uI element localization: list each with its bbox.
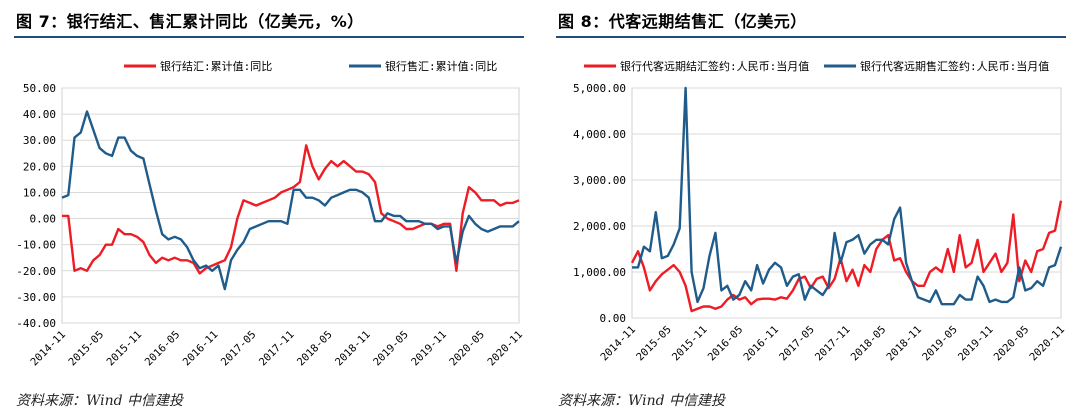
- x-tick-label: 2017-05: [219, 329, 259, 369]
- x-tick-label: 2017-11: [813, 324, 853, 364]
- legend-label: 银行代客远期售汇签约:人民币:当月值: [860, 59, 1049, 73]
- y-tick-label: 3,000.00: [573, 174, 626, 187]
- x-tick-label: 2019-11: [409, 329, 449, 369]
- x-tick-label: 2019-11: [956, 324, 996, 364]
- x-tick-label: 2015-05: [66, 329, 106, 369]
- y-tick-label: 10.00: [23, 186, 56, 199]
- x-tick-label: 2014-11: [598, 324, 638, 364]
- y-tick-label: -40.00: [16, 317, 56, 330]
- x-tick-label: 2016-11: [181, 329, 221, 369]
- legend-label: 银行售汇:累计值:同比: [385, 59, 497, 73]
- title-rule: [556, 36, 1066, 38]
- y-tick-label: 30.00: [23, 134, 56, 147]
- x-tick-label: 2019-05: [371, 329, 411, 369]
- chart-panel-right: 图 8：代客远期结售汇（亿美元） 银行代客远期结汇签约:人民币:当月值 银行代客远…: [556, 0, 1078, 414]
- y-tick-label: 4,000.00: [573, 128, 626, 141]
- x-tick-label: 2020-05: [447, 329, 487, 369]
- x-tick-label: 2020-11: [1027, 324, 1067, 364]
- x-tick-label: 2017-11: [257, 329, 297, 369]
- y-tick-label: -10.00: [16, 239, 56, 252]
- y-tick-label: 0.00: [600, 312, 627, 325]
- x-tick-label: 2015-11: [670, 324, 710, 364]
- series-line: [630, 200, 1063, 313]
- y-tick-label: 2,000.00: [573, 220, 626, 233]
- series-line: [632, 86, 1063, 306]
- legend-label: 银行结汇:累计值:同比: [160, 59, 272, 73]
- legend-label: 银行代客远期结汇签约:人民币:当月值: [620, 59, 809, 73]
- y-tick-label: 0.00: [30, 213, 57, 226]
- x-tick-label: 2016-05: [706, 324, 746, 364]
- chart-left: 银行结汇:累计值:同比 银行售汇:累计值:同比 50.00 40.00 30.00 20.…: [16, 59, 525, 369]
- x-tick-label: 2016-11: [741, 324, 781, 364]
- series-line: [62, 144, 520, 275]
- chart-title: 图 8：代客远期结售汇（亿美元）: [558, 12, 807, 31]
- y-tick-label: 1,000.00: [573, 266, 626, 279]
- chart-right: 银行代客远期结汇签约:人民币:当月值 银行代客远期售汇签约:人民币:当月值 5,00…: [573, 59, 1067, 364]
- x-tick-label: 2015-11: [105, 329, 145, 369]
- y-tick-label: -30.00: [16, 291, 56, 304]
- chart-panel-left: 图 7：银行结汇、售汇累计同比（亿美元，%） 银行结汇:累计值:同比 银行售汇:累…: [14, 0, 536, 414]
- x-tick-label: 2018-11: [333, 329, 373, 369]
- series-line: [61, 110, 520, 291]
- chart-title: 图 7：银行结汇、售汇累计同比（亿美元，%）: [16, 12, 364, 31]
- y-tick-label: 5,000.00: [573, 82, 626, 95]
- source-note: 资料来源：Wind 中信建投: [558, 393, 726, 409]
- x-tick-label: 2020-05: [992, 324, 1032, 364]
- y-tick-label: 50.00: [23, 82, 56, 95]
- x-tick-label: 2018-11: [884, 324, 924, 364]
- x-tick-label: 2020-11: [485, 329, 525, 369]
- y-tick-label: -20.00: [16, 265, 56, 278]
- y-tick-label: 20.00: [23, 160, 56, 173]
- source-note: 资料来源：Wind 中信建投: [16, 393, 184, 409]
- x-tick-label: 2017-05: [777, 324, 817, 364]
- x-tick-label: 2015-05: [634, 324, 674, 364]
- x-tick-label: 2018-05: [849, 324, 889, 364]
- plot-frame: [631, 87, 1062, 319]
- title-rule: [14, 36, 524, 38]
- y-tick-label: 40.00: [23, 108, 56, 121]
- x-tick-label: 2016-05: [143, 329, 183, 369]
- x-tick-label: 2018-05: [295, 329, 335, 369]
- x-tick-label: 2014-11: [28, 329, 68, 369]
- x-tick-label: 2019-05: [920, 324, 960, 364]
